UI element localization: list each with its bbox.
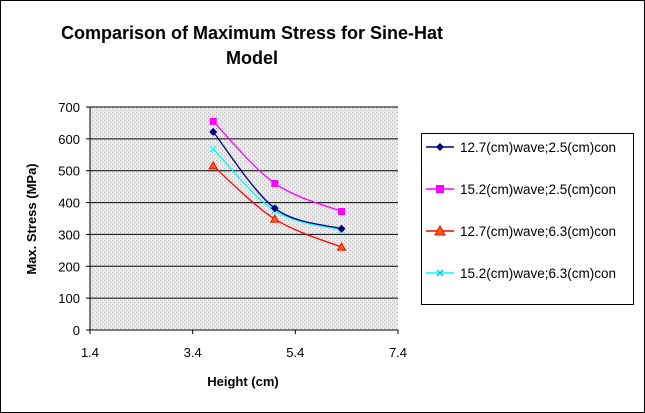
y-tick-label: 400 xyxy=(58,196,80,211)
legend-item: 12.7(cm)wave;2.5(cm)con xyxy=(422,136,633,178)
data-point xyxy=(337,224,346,233)
x-tick-label: 5.4 xyxy=(286,345,304,360)
legend-item: 15.2(cm)wave;2.5(cm)con xyxy=(422,178,633,220)
legend-key-triangle-icon xyxy=(426,225,454,236)
chart-title-line-1: Comparison of Maximum Stress for Sine-Ha… xyxy=(61,23,443,43)
legend-key-x-icon xyxy=(426,269,454,277)
y-tick-label: 100 xyxy=(58,291,80,306)
x-tick-label: 7.4 xyxy=(389,345,407,360)
legend-item: 12.7(cm)wave;6.3(cm)con xyxy=(422,220,633,262)
legend-key-diamond-icon xyxy=(426,143,454,151)
data-point xyxy=(269,214,280,223)
legend-key-square-icon xyxy=(426,185,454,193)
legend-label: 12.7(cm)wave;2.5(cm)con xyxy=(460,140,617,155)
legend-label: 15.2(cm)wave;6.3(cm)con xyxy=(460,266,617,281)
y-tick-label: 300 xyxy=(58,227,80,242)
x-axis-label: Height (cm) xyxy=(207,374,279,389)
y-axis-label: Max. Stress (MPa) xyxy=(24,163,39,274)
data-point xyxy=(338,207,346,215)
y-tick-label: 500 xyxy=(58,164,80,179)
data-point xyxy=(209,127,218,136)
legend-label: 15.2(cm)wave;2.5(cm)con xyxy=(460,182,617,197)
legend-label: 12.7(cm)wave;6.3(cm)con xyxy=(460,224,617,239)
y-tick-label: 0 xyxy=(73,323,80,338)
legend: 12.7(cm)wave;2.5(cm)con 15.2(cm)wave;2.5… xyxy=(421,133,634,305)
data-point xyxy=(208,160,219,170)
data-point xyxy=(209,117,217,125)
legend-item: 15.2(cm)wave;6.3(cm)con xyxy=(422,262,633,304)
data-point xyxy=(271,179,279,187)
y-tick-label: 200 xyxy=(58,259,80,274)
data-point xyxy=(209,145,217,153)
x-tick-label: 3.4 xyxy=(184,345,202,360)
data-point xyxy=(336,242,347,251)
plot-area xyxy=(90,107,398,330)
x-tick-label: 1.4 xyxy=(81,345,99,360)
data-point xyxy=(270,204,279,213)
y-tick-label: 600 xyxy=(58,132,80,147)
y-tick-label: 700 xyxy=(58,100,80,115)
chart-title-line-2: Model xyxy=(226,48,278,68)
